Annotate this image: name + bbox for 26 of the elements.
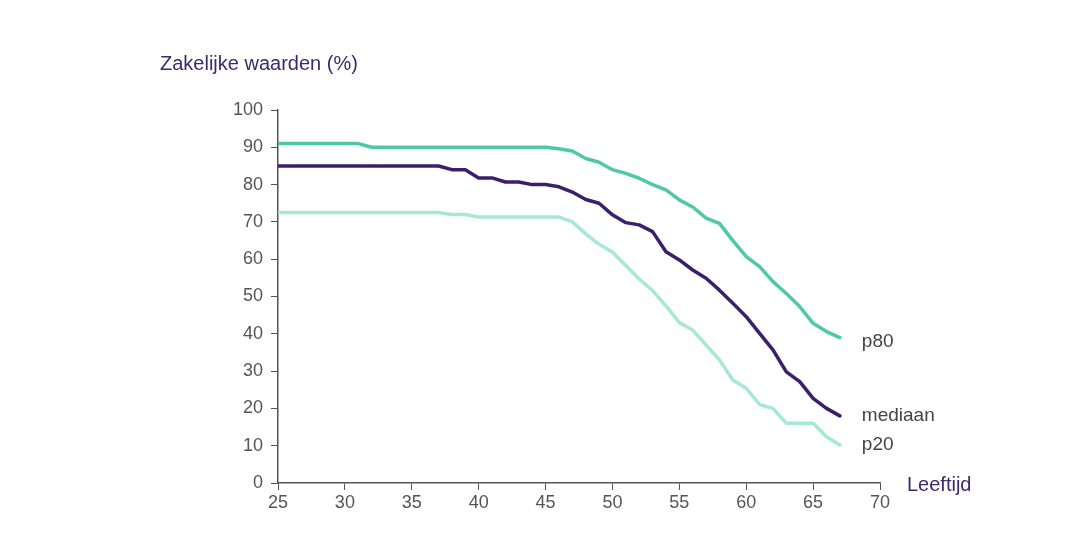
x-tick-label: 65 — [803, 491, 824, 512]
x-tick-label: 45 — [535, 491, 556, 512]
x-axis-title: Leeftijd — [907, 473, 972, 495]
x-tick-label: 50 — [602, 491, 623, 512]
y-tick-label: 0 — [252, 471, 263, 492]
x-tick-label: 35 — [401, 491, 422, 512]
x-tick-label: 25 — [267, 491, 289, 512]
series-label: p20 — [861, 433, 894, 455]
x-tick-label: 40 — [468, 491, 489, 512]
y-tick-label: 80 — [242, 173, 263, 194]
y-tick-label: 40 — [242, 322, 263, 343]
x-tick-label: 60 — [736, 491, 757, 512]
x-tick-label: 70 — [869, 491, 891, 512]
y-axis-title: Zakelijke waarden (%) — [160, 52, 358, 74]
y-tick-label: 90 — [242, 136, 263, 157]
y-tick-label: 50 — [242, 285, 263, 306]
series-label: mediaan — [861, 404, 935, 426]
y-tick-label: 20 — [242, 397, 263, 418]
x-tick-label: 55 — [669, 491, 690, 512]
y-tick-label: 10 — [242, 434, 263, 455]
y-tick-label: 30 — [242, 360, 263, 381]
x-tick-label: 30 — [334, 491, 355, 512]
series-label: p80 — [861, 329, 894, 351]
y-tick-label: 60 — [242, 248, 263, 269]
y-tick-label: 70 — [242, 210, 263, 231]
y-tick-label: 100 — [232, 98, 263, 119]
